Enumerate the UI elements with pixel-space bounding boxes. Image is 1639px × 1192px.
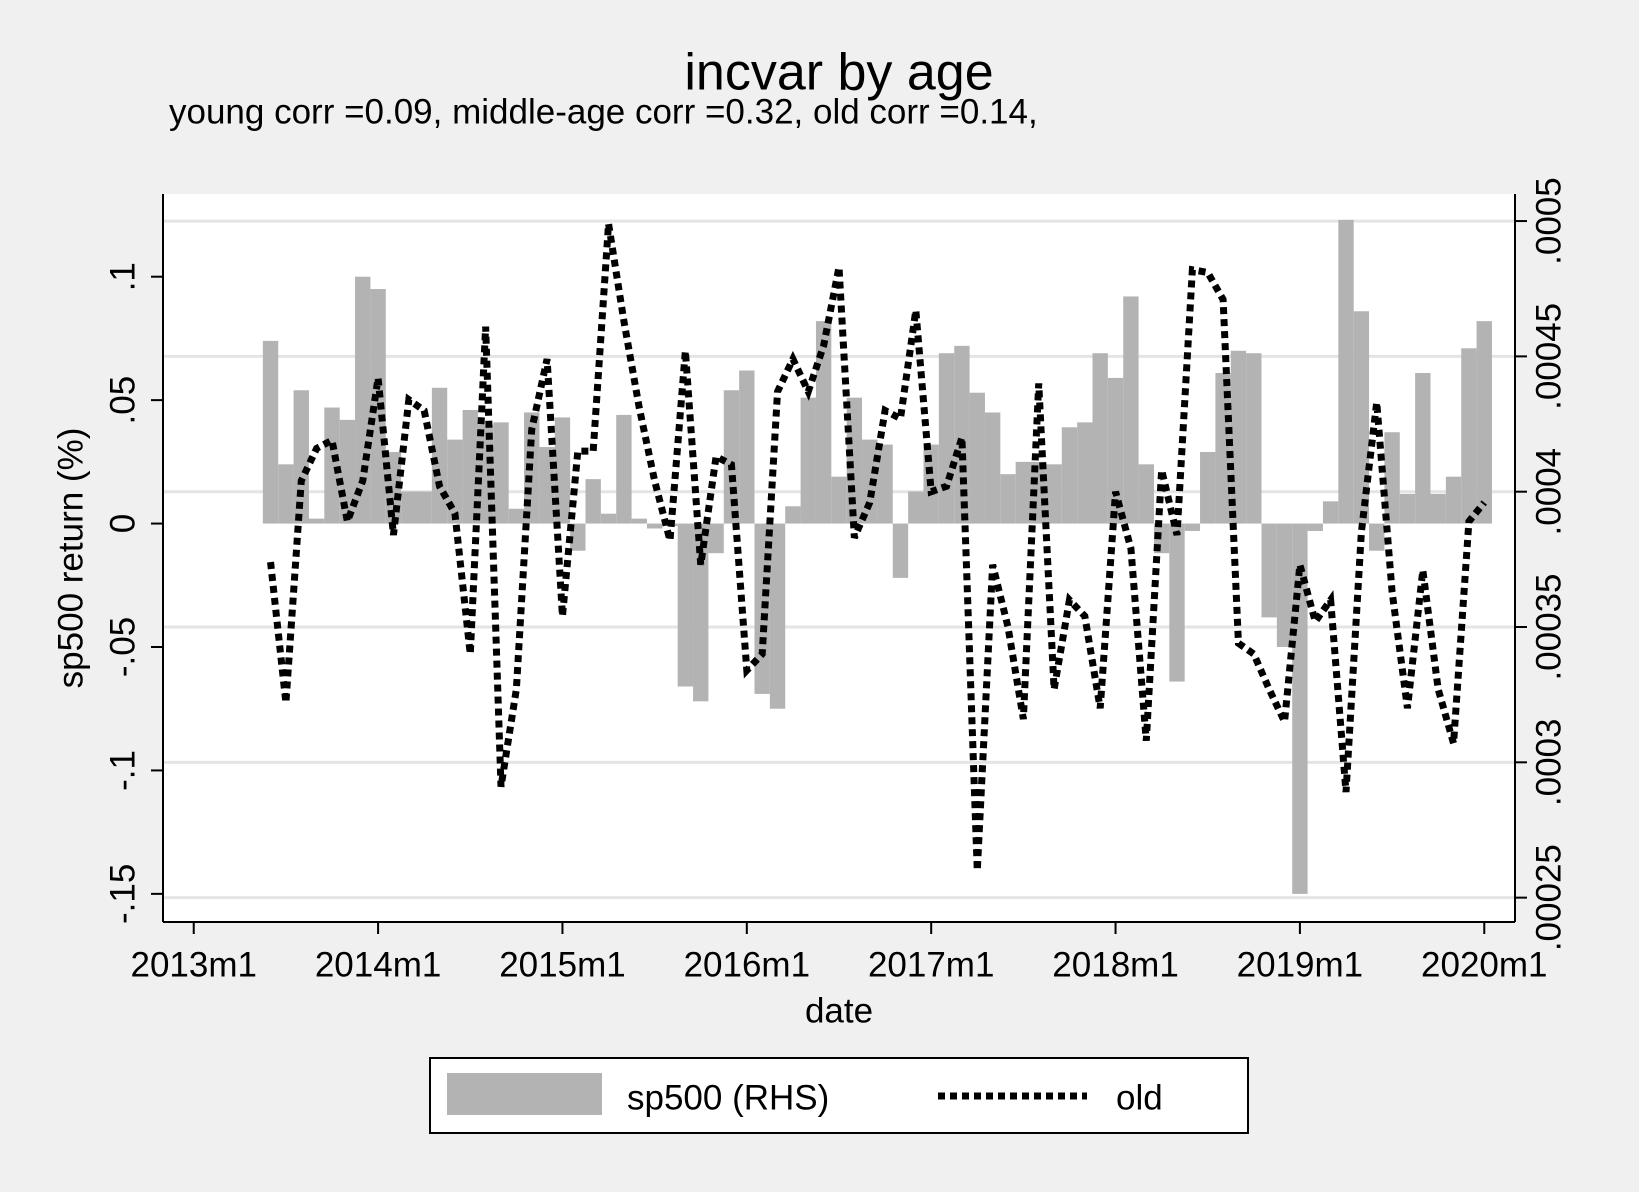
bar — [754, 523, 770, 694]
bar — [416, 491, 432, 524]
bar — [938, 353, 955, 524]
y-tick-label: 0 — [103, 514, 142, 533]
legend-swatch — [447, 1073, 602, 1115]
bar — [1092, 353, 1108, 524]
y2-tick-label: .0005 — [1529, 177, 1568, 265]
bar — [1384, 432, 1400, 524]
y-tick-label: -.1 — [103, 750, 142, 791]
bar — [1230, 350, 1247, 524]
bar — [1077, 422, 1093, 524]
bar — [1246, 353, 1262, 524]
line — [267, 223, 1487, 871]
bar — [1261, 523, 1277, 618]
bar — [954, 345, 970, 524]
bar — [1276, 523, 1293, 647]
legend-label: old — [1116, 1078, 1163, 1117]
bar — [585, 479, 601, 524]
bar — [1200, 451, 1216, 524]
bar — [1461, 348, 1477, 524]
bar — [462, 410, 478, 524]
x-tick-label: 2018m1 — [1052, 945, 1178, 984]
y-tick-label: .1 — [103, 262, 142, 291]
bar — [785, 506, 801, 524]
bar — [508, 508, 525, 524]
bar — [1046, 464, 1062, 524]
bar — [308, 518, 325, 524]
bar — [1353, 311, 1370, 524]
legend-label: sp500 (RHS) — [627, 1078, 829, 1117]
bar — [1061, 427, 1078, 524]
bar — [1307, 523, 1323, 531]
bar — [908, 491, 924, 524]
bar — [800, 397, 816, 524]
bar — [877, 444, 893, 524]
bar — [815, 321, 832, 524]
bar — [1107, 377, 1124, 524]
bar — [1415, 372, 1431, 524]
bar — [1322, 501, 1339, 524]
bar — [693, 523, 709, 702]
bar — [600, 513, 617, 524]
bar — [1445, 476, 1462, 524]
bar — [324, 407, 340, 524]
bar — [739, 370, 755, 524]
bar — [892, 523, 909, 578]
bar — [1215, 372, 1231, 524]
bar — [1138, 464, 1154, 524]
bar — [1369, 523, 1385, 551]
x-tick-label: 2016m1 — [684, 945, 810, 984]
y-tick-label: -.15 — [103, 864, 142, 924]
bar — [677, 523, 694, 687]
bar — [431, 387, 448, 524]
bar — [1169, 523, 1185, 682]
bar — [708, 523, 724, 554]
bar — [493, 422, 509, 524]
y-tick-label: -.05 — [103, 617, 142, 677]
bar — [831, 476, 847, 524]
y2-tick-label: .00025 — [1529, 844, 1568, 951]
bar — [570, 523, 586, 551]
y2-tick-label: .00045 — [1529, 303, 1568, 410]
bar — [1000, 474, 1016, 524]
x-tick-label: 2013m1 — [130, 945, 256, 984]
y2-tick-label: .0004 — [1529, 448, 1568, 536]
y2-tick-label: .00035 — [1529, 573, 1568, 680]
bar — [447, 439, 463, 524]
bar — [1476, 321, 1492, 524]
bar — [1292, 523, 1308, 894]
bar — [539, 447, 555, 524]
bar — [554, 417, 571, 524]
x-tick-label: 2014m1 — [315, 945, 441, 984]
bar — [401, 491, 417, 524]
chart-subtitle: young corr =0.09, middle-age corr =0.32,… — [169, 92, 1038, 131]
bar — [769, 523, 786, 709]
bar — [278, 464, 294, 524]
bar — [355, 276, 371, 524]
bar — [1015, 461, 1032, 524]
y-tick-label: .05 — [103, 376, 142, 425]
bar — [1338, 219, 1354, 524]
chart-title: incvar by age — [684, 44, 993, 102]
bar — [616, 414, 632, 524]
x-tick-label: 2017m1 — [868, 945, 994, 984]
bar — [1184, 523, 1201, 531]
bar — [1430, 493, 1446, 524]
bar — [984, 412, 1001, 524]
bar — [1399, 493, 1416, 524]
bar — [262, 340, 279, 524]
y2-tick-label: .0003 — [1529, 719, 1568, 807]
x-tick-label: 2019m1 — [1237, 945, 1363, 984]
x-axis-title: date — [805, 991, 873, 1030]
y-axis-title: sp500 return (%) — [51, 428, 90, 689]
bar — [1123, 296, 1139, 524]
x-tick-label: 2015m1 — [499, 945, 625, 984]
bar — [646, 523, 663, 529]
x-tick-label: 2020m1 — [1421, 945, 1547, 984]
bar — [631, 518, 647, 524]
bar — [339, 419, 356, 524]
bar — [969, 392, 985, 524]
